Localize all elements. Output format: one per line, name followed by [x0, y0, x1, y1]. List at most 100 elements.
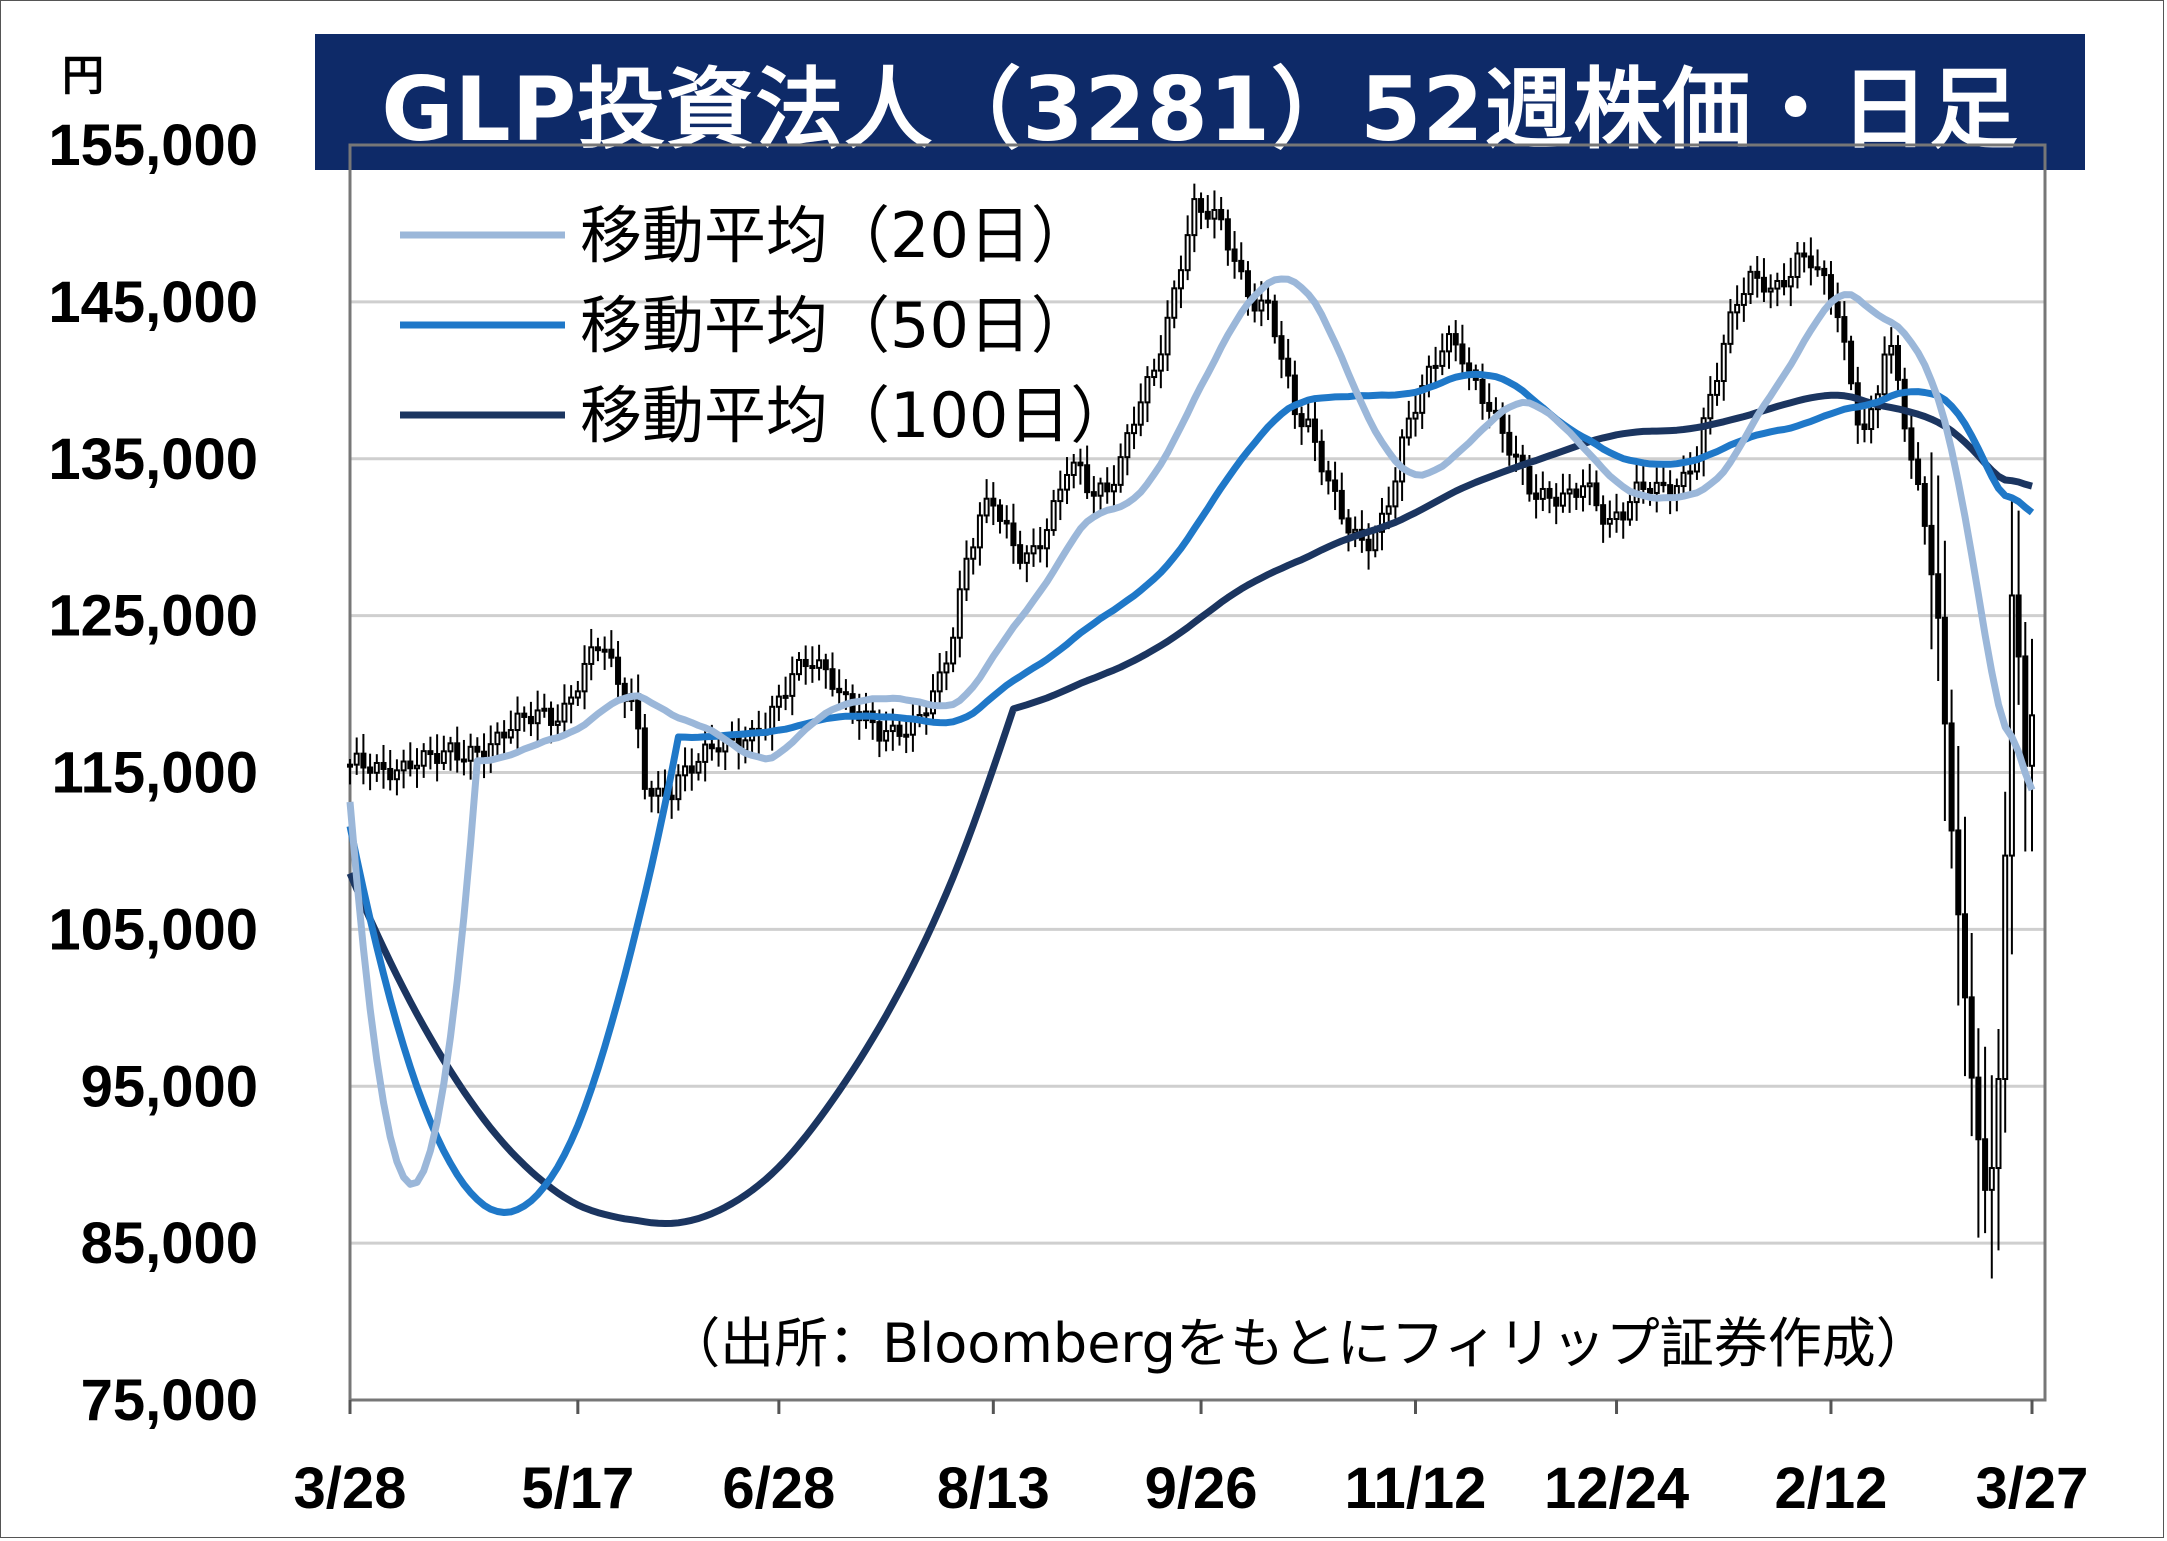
- candle-body: [420, 750, 427, 767]
- candle-body: [1144, 376, 1151, 404]
- candle-body: [822, 659, 829, 671]
- candle-body: [447, 742, 454, 753]
- candle-body: [380, 761, 387, 770]
- candle-body: [1680, 471, 1687, 488]
- candle-body: [1298, 413, 1305, 428]
- x-tick-label: 11/12: [1345, 1456, 1487, 1521]
- candle-body: [1017, 544, 1024, 564]
- candle-body: [1332, 479, 1339, 492]
- candle-body: [1821, 267, 1828, 277]
- chart-title: GLP投資法人（3281）52週株価・日足: [315, 34, 2085, 170]
- candle-body: [574, 690, 581, 699]
- candle-body: [1345, 517, 1352, 534]
- candle-body: [842, 691, 849, 696]
- ma20-line: [346, 275, 2036, 1188]
- candle-body: [923, 712, 930, 717]
- candle-body: [1372, 530, 1379, 552]
- candle-body: [534, 709, 541, 725]
- candle-body: [1057, 488, 1064, 503]
- candle-body: [1653, 481, 1660, 494]
- candle-body: [1231, 248, 1238, 262]
- candle-body: [1278, 335, 1285, 360]
- candle-body: [1834, 301, 1841, 319]
- candle-body: [2022, 655, 2029, 767]
- candle-body: [1311, 418, 1318, 443]
- candle-body: [1164, 316, 1171, 356]
- candle-body: [641, 727, 648, 790]
- source-note: （出所：Bloombergをもとにフィリップ証券作成）: [666, 1312, 1930, 1375]
- candle-body: [997, 504, 1004, 522]
- candle-body: [568, 696, 575, 705]
- candle-body: [1385, 505, 1392, 515]
- candle-body: [1955, 829, 1962, 916]
- candle-body: [346, 763, 354, 768]
- candle-body: [1157, 353, 1164, 372]
- candle-body: [1613, 511, 1620, 521]
- candle-body: [1600, 504, 1607, 525]
- candle-body: [1546, 487, 1553, 499]
- x-tick-label: 8/13: [937, 1456, 1050, 1521]
- candle-body: [615, 656, 622, 685]
- legend-label-ma20: 移動平均（20日）: [580, 199, 1093, 272]
- candle-body: [1104, 482, 1111, 493]
- candle-body: [393, 769, 400, 781]
- candle-body: [1647, 487, 1654, 494]
- candle-body: [2008, 594, 2015, 857]
- candle-body: [990, 497, 997, 507]
- candle-body: [594, 646, 601, 652]
- x-tick-label: 3/28: [294, 1456, 407, 1521]
- candle-body: [1318, 440, 1325, 473]
- candle-body: [943, 662, 950, 674]
- y-tick-label: 75,000: [81, 1368, 258, 1433]
- candle-body: [1533, 492, 1540, 500]
- legend: 移動平均（20日） 移動平均（50日） 移動平均（100日）: [400, 199, 1132, 452]
- candle-body: [1868, 408, 1875, 431]
- ma50-line: [346, 370, 2035, 1216]
- candle-body: [1023, 552, 1030, 564]
- candle-body: [1928, 524, 1935, 576]
- candle-body: [1224, 218, 1231, 251]
- candle-body: [1975, 1076, 1982, 1141]
- candle-body: [1338, 489, 1345, 520]
- candle-body: [1412, 411, 1419, 420]
- candle-body: [1399, 436, 1406, 483]
- candle-body: [1184, 234, 1191, 272]
- candle-body: [1037, 545, 1044, 550]
- candle-body: [1285, 357, 1292, 377]
- candle-body: [494, 731, 501, 746]
- candle-body: [976, 514, 983, 549]
- candle-body: [1124, 432, 1131, 459]
- candle-body: [1392, 480, 1399, 508]
- candle-body: [1512, 453, 1520, 458]
- candle-body: [1968, 996, 1975, 1079]
- candle-body: [1432, 364, 1439, 369]
- candle-body: [1559, 492, 1566, 507]
- candle-body: [454, 742, 461, 761]
- candle-body: [1995, 1078, 2002, 1170]
- candle-body: [1526, 466, 1533, 495]
- candle-body: [1814, 266, 1821, 271]
- candle-body: [1660, 481, 1667, 487]
- candle-body: [1982, 1138, 1989, 1191]
- candle-body: [809, 665, 816, 670]
- candle-body: [1090, 491, 1097, 497]
- candle-body: [1881, 353, 1888, 396]
- candle-body: [1171, 287, 1178, 319]
- candle-body: [1211, 208, 1218, 220]
- candle-body: [1486, 401, 1493, 412]
- candle-body: [936, 671, 943, 693]
- candle-body: [400, 760, 407, 772]
- candle-body: [1961, 913, 1968, 999]
- candle-body: [1238, 259, 1245, 273]
- candle-body: [1077, 461, 1084, 467]
- candle-body: [1593, 482, 1600, 507]
- candle-body: [1781, 279, 1788, 288]
- candle-body: [367, 766, 374, 774]
- x-tick-label: 2/12: [1775, 1456, 1888, 1521]
- candle-body: [1191, 198, 1198, 237]
- candle-body: [527, 715, 534, 725]
- x-tick-label: 12/24: [1544, 1456, 1689, 1521]
- candle-body: [1640, 481, 1647, 490]
- candle-body: [581, 662, 588, 693]
